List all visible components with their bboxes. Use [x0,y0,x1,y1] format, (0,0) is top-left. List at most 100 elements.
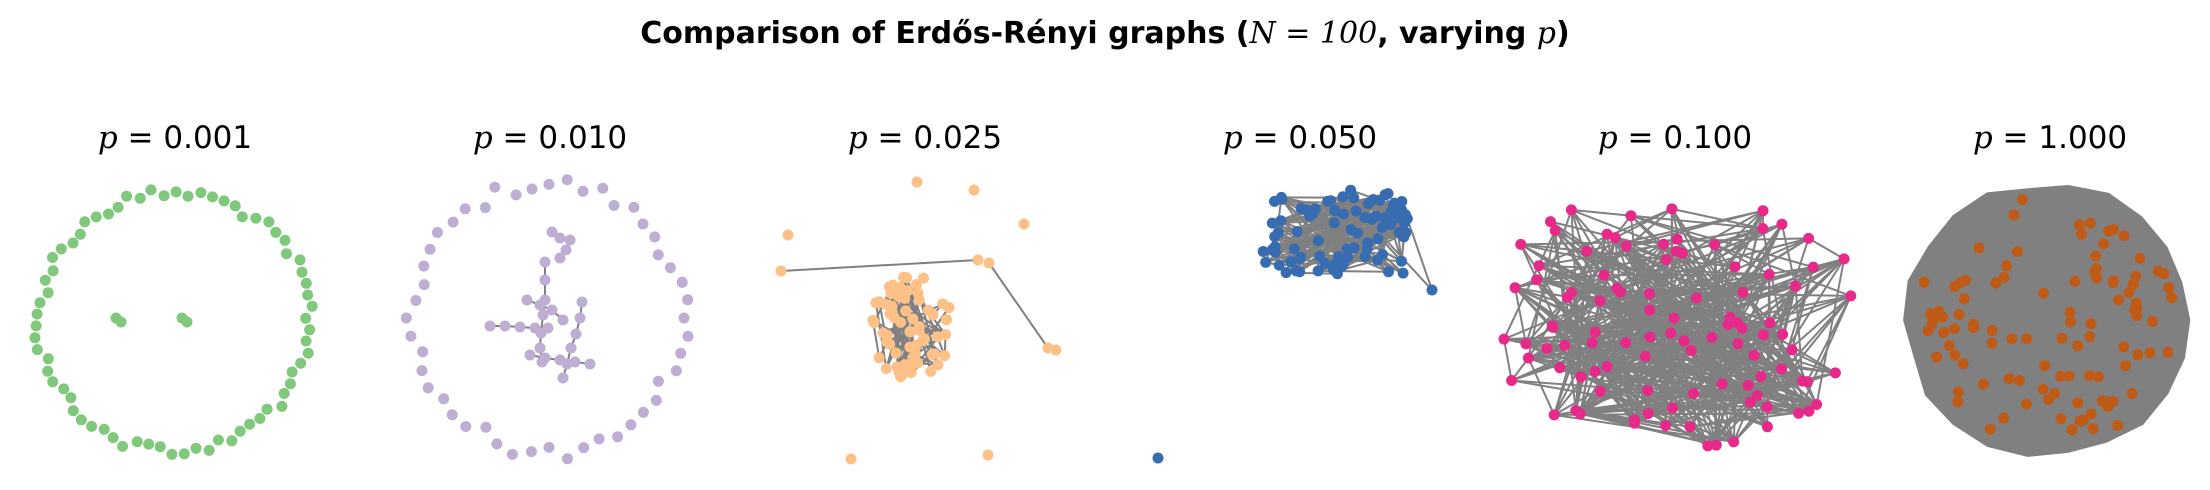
node [1549,225,1561,237]
node [1918,276,1930,288]
node [1952,386,1964,398]
title-prefix: Comparison of Erdős-Rényi graphs ( [640,16,1250,51]
node [628,201,640,213]
node [47,252,58,263]
edge [1780,223,1797,287]
node [2099,395,2110,407]
node [2008,209,2020,221]
node [1838,253,1850,265]
node [2064,316,2076,328]
node [459,203,471,215]
node [1757,223,1769,234]
node [1545,216,1556,228]
node [1629,414,1640,426]
node [664,262,676,274]
node [1801,376,1813,388]
node [417,346,429,358]
node [1362,237,1374,249]
node [649,231,661,243]
node [873,352,885,364]
node [983,257,995,269]
node [182,190,194,202]
node [911,176,923,188]
node [1984,423,1996,435]
edge [1514,286,1717,446]
edge [1606,233,1800,415]
node [2107,275,2119,287]
edge [1503,338,1513,381]
node [870,297,882,309]
edge [1389,224,1403,262]
node [2098,238,2110,250]
node [2118,341,2130,353]
node [1294,253,1306,265]
node [1763,268,1775,280]
edge [1729,317,1769,428]
graph-panel-3 [1152,184,1438,464]
node [1372,233,1384,245]
node [2085,408,2097,420]
node [499,320,511,332]
node [539,256,551,268]
node [1426,284,1438,296]
node [539,352,551,364]
node [250,212,262,224]
node [2049,388,2061,399]
node [279,234,291,246]
node [418,279,430,291]
node [1625,210,1637,222]
edge [1579,412,1717,447]
node [2055,370,2067,382]
node [2113,294,2125,306]
node [1561,291,1573,303]
node [1644,331,1656,343]
node [940,329,952,341]
node [1291,226,1303,238]
node [79,216,91,228]
node [1601,228,1613,240]
node [534,342,546,354]
node [884,338,896,350]
edge [1808,237,1845,260]
node [565,342,577,354]
edge [1580,237,1810,378]
node [422,382,434,394]
node [480,421,492,433]
node [2021,398,2032,410]
node [261,403,273,415]
node [1589,366,1601,377]
node [306,300,318,312]
node [1303,206,1315,218]
node [879,298,891,310]
node [1668,312,1680,324]
node [2055,413,2067,425]
node [625,419,637,431]
node [913,321,925,333]
node [1764,317,1776,329]
node [1678,335,1690,347]
node [637,218,649,230]
node [295,357,307,369]
node [2072,340,2084,352]
edge [1580,375,1768,408]
node [652,249,664,261]
node [1761,421,1773,433]
edge [1272,199,1381,225]
node [284,378,296,390]
node [2152,265,2164,277]
node [539,274,551,286]
node [143,438,155,450]
node [1329,258,1341,270]
node [912,287,924,299]
node [302,347,314,359]
edge [1271,222,1348,250]
graph-panel-1 [400,174,694,465]
node [65,392,77,404]
node [2038,287,2050,299]
node [1586,337,1598,349]
node [1559,340,1571,351]
node [1742,379,1754,391]
node [1273,259,1285,271]
node [939,350,951,362]
node [510,189,522,201]
